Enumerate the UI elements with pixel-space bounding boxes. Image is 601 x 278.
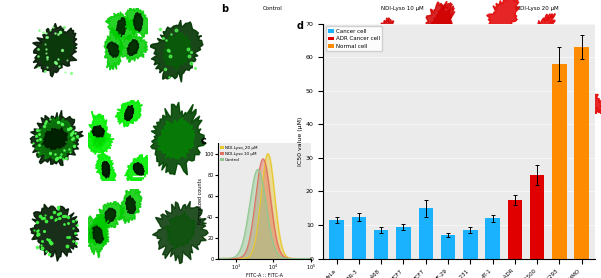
Polygon shape: [341, 29, 388, 55]
Bar: [374, 230, 388, 259]
Text: NDI-Lyso 20 μM: NDI-Lyso 20 μM: [516, 6, 558, 11]
Polygon shape: [126, 196, 136, 214]
Polygon shape: [35, 117, 79, 162]
Polygon shape: [89, 111, 109, 150]
Polygon shape: [373, 18, 395, 58]
Polygon shape: [346, 46, 379, 78]
Polygon shape: [119, 184, 142, 223]
Polygon shape: [96, 151, 116, 187]
Polygon shape: [106, 12, 136, 42]
Polygon shape: [133, 12, 143, 32]
Text: Acridine orange: Acridine orange: [99, 6, 137, 11]
Polygon shape: [514, 80, 551, 134]
Polygon shape: [127, 39, 139, 56]
Polygon shape: [126, 6, 153, 37]
Polygon shape: [91, 125, 105, 137]
Polygon shape: [531, 87, 576, 118]
Text: NDI-Lyso 10 μM: NDI-Lyso 10 μM: [381, 6, 424, 11]
Polygon shape: [424, 2, 454, 57]
X-axis label: FITC-A :: FITC-A: FITC-A :: FITC-A: [246, 273, 282, 278]
Polygon shape: [115, 100, 142, 127]
Bar: [508, 200, 522, 259]
Polygon shape: [102, 161, 110, 178]
Text: Control: Control: [263, 6, 282, 11]
Polygon shape: [418, 88, 456, 120]
Polygon shape: [85, 128, 114, 155]
Text: a: a: [2, 6, 8, 16]
Text: Control: Control: [7, 43, 10, 58]
Legend: Cancer cell, ADR Cancer cell, Normal cell: Cancer cell, ADR Cancer cell, Normal cel…: [326, 26, 382, 51]
Bar: [463, 230, 478, 259]
Polygon shape: [410, 101, 468, 133]
Text: d: d: [296, 21, 303, 31]
Polygon shape: [88, 214, 109, 258]
Bar: [441, 235, 456, 259]
Polygon shape: [30, 204, 79, 261]
Legend: NDI-Lyso_20 μM, NDI-Lyso 10 μM, Control: NDI-Lyso_20 μM, NDI-Lyso 10 μM, Control: [219, 145, 258, 163]
Polygon shape: [124, 105, 134, 121]
Y-axis label: IC50 value (μM): IC50 value (μM): [298, 116, 303, 166]
Bar: [352, 217, 366, 259]
Polygon shape: [424, 1, 455, 56]
Polygon shape: [124, 154, 153, 185]
Bar: [552, 64, 567, 259]
Polygon shape: [151, 102, 206, 175]
Polygon shape: [104, 27, 124, 70]
Bar: [418, 208, 433, 259]
Polygon shape: [31, 110, 84, 165]
Polygon shape: [93, 226, 103, 244]
Bar: [329, 220, 344, 259]
Polygon shape: [93, 135, 105, 147]
Text: Lyso sensor: Lyso sensor: [166, 6, 195, 11]
Polygon shape: [569, 85, 601, 114]
Polygon shape: [90, 224, 102, 239]
Polygon shape: [165, 212, 196, 249]
Polygon shape: [37, 31, 76, 67]
Polygon shape: [487, 51, 519, 101]
Polygon shape: [117, 18, 127, 37]
Polygon shape: [96, 202, 124, 229]
Text: NDI-Lyso_20 μM: NDI-Lyso_20 μM: [7, 215, 10, 247]
Polygon shape: [163, 33, 192, 70]
Y-axis label: Normalized counts: Normalized counts: [198, 178, 203, 224]
Polygon shape: [81, 216, 109, 245]
Bar: [530, 175, 545, 259]
Polygon shape: [479, 83, 519, 113]
Polygon shape: [157, 118, 195, 160]
Polygon shape: [359, 83, 391, 120]
Polygon shape: [32, 23, 77, 77]
Polygon shape: [133, 162, 144, 176]
Text: c: c: [201, 136, 207, 146]
Bar: [575, 47, 589, 259]
Polygon shape: [560, 59, 586, 124]
Bar: [486, 218, 500, 259]
Text: b: b: [221, 4, 228, 14]
Text: NDI-Lyso_10 μM: NDI-Lyso_10 μM: [7, 123, 10, 155]
Polygon shape: [486, 0, 519, 45]
Polygon shape: [118, 34, 148, 62]
Polygon shape: [150, 20, 203, 82]
Text: Anti-Lamp1 antibody: Anti-Lamp1 antibody: [29, 6, 81, 11]
Polygon shape: [153, 201, 208, 264]
Bar: [396, 227, 410, 259]
Polygon shape: [42, 128, 67, 150]
Polygon shape: [107, 42, 120, 58]
Polygon shape: [520, 14, 555, 63]
Polygon shape: [103, 208, 116, 224]
